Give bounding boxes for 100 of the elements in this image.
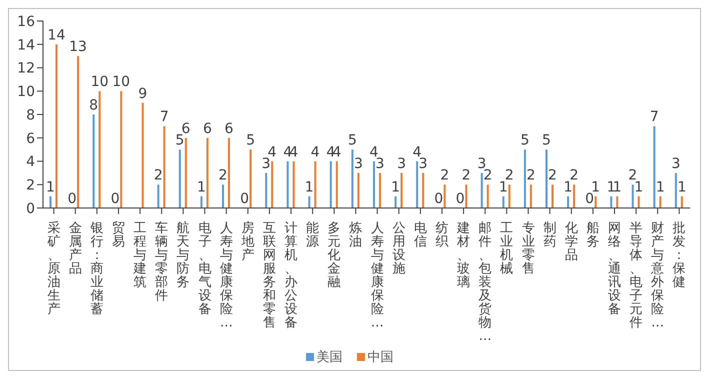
bar [508, 184, 510, 208]
data-label: 1 [196, 179, 206, 196]
bar [286, 161, 289, 208]
bar [394, 196, 397, 208]
bar [416, 161, 418, 208]
x-tick-label: 金属产品 [68, 221, 82, 276]
data-label: 7 [160, 109, 169, 126]
x-tick-label: 电子、电气设备 [198, 221, 212, 317]
bar [524, 150, 526, 208]
x-tick-label: 互联网服务和零售 [262, 221, 276, 330]
x-tick-label: 建材、玻璃 [456, 221, 470, 290]
bar [567, 196, 570, 208]
data-label: 9 [138, 86, 148, 102]
data-label: 1 [391, 179, 400, 196]
x-tick-label: 工程与建筑 [132, 221, 147, 290]
legend-label: 中国 [366, 349, 394, 366]
data-label: 1 [46, 179, 55, 196]
bar [49, 196, 52, 208]
data-label: 4 [310, 144, 320, 160]
bar [480, 172, 483, 208]
y-tick-label: 4 [26, 154, 36, 170]
category-label: 邮件、包装及货物… [478, 221, 492, 344]
bar [120, 91, 122, 208]
data-label: 2 [526, 168, 536, 184]
y-tick-label: 14 [17, 37, 36, 54]
bar [351, 150, 354, 208]
bar [314, 161, 316, 208]
x-tick-label: 贸易 [112, 221, 125, 250]
data-label: 10 [112, 74, 130, 90]
bar [444, 184, 446, 208]
bar [271, 161, 274, 208]
bar [142, 102, 144, 208]
bar [163, 126, 166, 208]
data-label: 1 [304, 179, 314, 196]
data-label: 0 [585, 191, 594, 207]
bar [77, 56, 80, 208]
x-tick-label: 专业零售 [522, 221, 535, 276]
y-tick-label: 6 [26, 130, 36, 147]
y-tick-label: 12 [17, 60, 35, 77]
data-label: 2 [440, 168, 450, 184]
x-tick-label: 炼油 [349, 221, 362, 250]
data-label: 7 [650, 109, 659, 126]
x-tick-label: 网络、通讯设备 [608, 221, 622, 317]
bar [502, 196, 504, 208]
bar [573, 184, 576, 208]
bar [674, 172, 677, 208]
data-label: 6 [202, 120, 212, 137]
bar [659, 196, 662, 208]
bar [336, 161, 338, 208]
bar [55, 44, 58, 208]
x-tick-label: 财产与意外保险… [650, 221, 664, 330]
bar [400, 172, 403, 208]
x-tick-label: 船务 [586, 221, 600, 250]
x-tick-label: 公用设施 [392, 221, 406, 276]
bar [372, 161, 375, 208]
data-label: 1 [656, 179, 665, 196]
x-tick-label: 航天与防务 [176, 221, 190, 290]
bar [530, 184, 532, 208]
x-tick-label: 房地产 [240, 220, 254, 263]
bar [638, 196, 640, 208]
data-label: 0 [240, 191, 250, 207]
data-label: 3 [354, 156, 363, 172]
y-tick-label: 2 [26, 178, 35, 194]
data-label: 3 [418, 156, 428, 172]
x-tick-label: 批发：保健 [672, 221, 686, 290]
data-label: 6 [224, 120, 234, 137]
data-label: 2 [218, 168, 228, 184]
x-tick-label: 纺织 [435, 221, 448, 250]
x-tick-label: 工业机械 [500, 221, 514, 276]
y-tick-label: 0 [26, 200, 35, 217]
data-label: 0 [110, 191, 120, 207]
x-tick-label: 计算机、办公设备 [284, 221, 298, 330]
x-tick-label: 电信 [414, 221, 427, 250]
x-tick-label: 化学品 [564, 221, 578, 263]
bar [92, 114, 95, 208]
data-label: 13 [69, 39, 87, 56]
data-label: 1 [677, 179, 686, 196]
bar [465, 184, 468, 208]
data-label: 2 [548, 168, 557, 184]
x-tick-label: 银行：商业储蓄 [89, 221, 104, 317]
bar [178, 150, 181, 208]
data-label: 3 [397, 156, 406, 172]
data-label: 14 [48, 27, 66, 44]
x-tick-label: 采矿、原油生产 [46, 221, 60, 317]
data-label: 2 [154, 168, 163, 184]
data-label: 0 [68, 191, 76, 207]
bar [653, 126, 656, 208]
bar [200, 196, 202, 208]
bar [486, 184, 489, 208]
bar [616, 196, 618, 208]
legend-label: 美国 [316, 349, 342, 366]
x-tick-label: 车辆与零部件 [155, 221, 168, 304]
data-label: 0 [434, 191, 444, 207]
y-tick-label: 16 [17, 14, 36, 30]
data-label: 8 [89, 98, 98, 114]
bar [222, 184, 224, 208]
bar [292, 161, 295, 208]
bar [206, 138, 208, 208]
bar [680, 196, 683, 208]
data-label: 10 [90, 74, 109, 90]
